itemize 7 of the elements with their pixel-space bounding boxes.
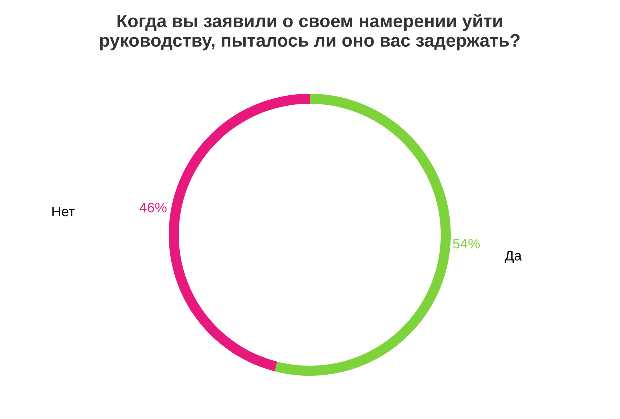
slice-label: Нет	[52, 206, 75, 217]
data-label: 54%	[453, 238, 480, 249]
chart-title: Когда вы заявили о своем намерении уйти руководству, пыталось ли оно вас задержать?	[100, 14, 520, 51]
donut-slice	[274, 94, 451, 376]
data-label: 46%	[140, 202, 167, 213]
donut-slice	[169, 94, 310, 372]
slice-label: Да	[504, 251, 522, 264]
